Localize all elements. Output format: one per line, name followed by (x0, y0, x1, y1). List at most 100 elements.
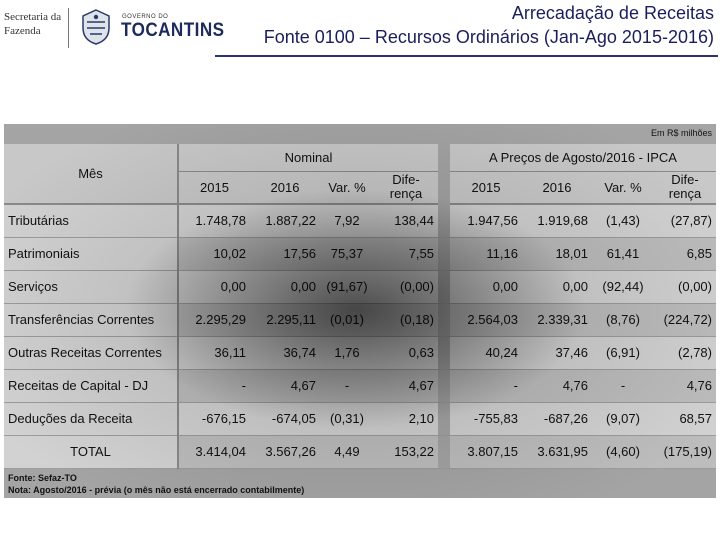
cell-r2016: 1.919,68 (522, 204, 592, 238)
cell-n2015: 1.748,78 (178, 204, 250, 238)
cell-r2015: 40,24 (450, 336, 522, 370)
row-label: Patrimoniais (4, 237, 179, 271)
secretaria-logo-text: Secretaria da Fazenda (4, 10, 61, 38)
cell-n2015: 36,11 (178, 336, 250, 370)
table-row: Serviços 0,00 0,00 (91,67) (0,00) 0,00 0,00 (92… (4, 270, 716, 304)
cell-rdif: (27,87) (654, 204, 716, 238)
cell-n2016: 36,74 (250, 336, 320, 370)
cell-ndif: (0,00) (374, 270, 438, 304)
cell-r2015: 11,16 (450, 237, 522, 271)
cell-r2016: 18,01 (522, 237, 592, 271)
cell-nvar: 75,37 (320, 237, 374, 271)
cell-r2015: 3.807,15 (450, 435, 522, 469)
cell-n2015: 10,02 (178, 237, 250, 271)
cell-r2015: 2.564,03 (450, 303, 522, 337)
header-ipca-2016: 2016 (522, 171, 592, 205)
cell-r2016: -687,26 (522, 402, 592, 436)
cell-ndif: 0,63 (374, 336, 438, 370)
cell-ndif: 7,55 (374, 237, 438, 271)
cell-ndif: (0,18) (374, 303, 438, 337)
cell-rvar: (1,43) (592, 204, 654, 238)
cell-nvar: 7,92 (320, 204, 374, 238)
cell-n2015: 0,00 (178, 270, 250, 304)
slide-title: Arrecadação de Receitas (511, 3, 714, 23)
cell-n2016: 17,56 (250, 237, 320, 271)
row-label: Deduções da Receita (4, 402, 179, 436)
tocantins-text: TOCANTINS (121, 20, 225, 41)
row-label: Receitas de Capital - DJ (4, 369, 179, 403)
column-gap (438, 270, 450, 304)
column-gap (438, 369, 450, 403)
cell-n2016: 1.887,22 (250, 204, 320, 238)
cell-nvar: (0,01) (320, 303, 374, 337)
table-row: TOTAL 3.414,04 3.567,26 4,49 153,22 3.807,15 3… (4, 435, 716, 469)
table-row: Transferências Correntes 2.295,29 2.295,11… (4, 303, 716, 337)
table-row: Receitas de Capital - DJ -4,67-4,67-4,76-… (4, 369, 716, 403)
logo-area: Secretaria da Fazenda GOVERNO DO TOCANTI… (2, 2, 224, 52)
group-header-row: Mês Nominal A Preços de Agosto/2016 - IP… (4, 144, 716, 205)
table-body: Tributárias 1.748,78 1.887,22 7,92 138,44 1.9… (4, 204, 716, 469)
cell-rdif: 6,85 (654, 237, 716, 271)
header-ipca-dif: Dife- rença (654, 171, 716, 205)
cell-rvar: (4,60) (592, 435, 654, 469)
header-nominal-2015: 2015 (178, 171, 250, 205)
cell-r2016: 0,00 (522, 270, 592, 304)
column-gap (438, 402, 450, 436)
cell-rdif: (224,72) (654, 303, 716, 337)
header-ipca-dif-line-1: Dife- (671, 172, 699, 188)
header-ipca: A Preços de Agosto/2016 - IPCA (450, 144, 716, 172)
revenue-table-panel: Mês Nominal A Preços de Agosto/2016 - IP… (4, 124, 716, 498)
cell-rdif: 68,57 (654, 402, 716, 436)
cell-r2015: 0,00 (450, 270, 522, 304)
cell-rdif: (2,78) (654, 336, 716, 370)
cell-nvar: 4,49 (320, 435, 374, 469)
cell-nvar: 1,76 (320, 336, 374, 370)
cell-nvar: (91,67) (320, 270, 374, 304)
row-label: Transferências Correntes (4, 303, 179, 337)
table-row: Patrimoniais 10,02 17,56 75,37 7,55 11,16 18,0… (4, 237, 716, 271)
cell-n2016: 0,00 (250, 270, 320, 304)
unit-row (4, 124, 716, 144)
cell-rvar: - (592, 369, 654, 403)
cell-rvar: 61,41 (592, 237, 654, 271)
header-nominal-var: Var. % (320, 171, 374, 205)
cell-n2015: - (178, 369, 250, 403)
governo-do-text: GOVERNO DO (122, 14, 169, 20)
table-row: Outras Receitas Correntes 36,11 36,74 1,76 0… (4, 336, 716, 370)
cell-ndif: 153,22 (374, 435, 438, 469)
row-label: Outras Receitas Correntes (4, 336, 179, 370)
column-gap (438, 237, 450, 271)
table-row: Deduções da Receita -676,15 -674,05 (0,31) 2… (4, 402, 716, 436)
header-mes: Mês (4, 144, 179, 205)
cell-rvar: (8,76) (592, 303, 654, 337)
unit-note: Em R$ milhões (650, 128, 712, 138)
cell-r2015: - (450, 369, 522, 403)
cell-r2016: 3.631,95 (522, 435, 592, 469)
row-label: TOTAL (4, 435, 179, 469)
state-seal-icon (82, 9, 110, 45)
header-nominal-dif-line-1: Dife- (392, 172, 420, 188)
cell-r2015: 1.947,56 (450, 204, 522, 238)
column-gap (438, 144, 450, 204)
header-nominal-2016: 2016 (250, 171, 320, 205)
logo-divider (68, 8, 69, 48)
header-ipca-2015: 2015 (450, 171, 522, 205)
slide-subtitle: Fonte 0100 – Recursos Ordinários (Jan-Ag… (263, 27, 714, 47)
column-gap (438, 303, 450, 337)
cell-rvar: (9,07) (592, 402, 654, 436)
source-note: Fonte: Sefaz-TO (8, 473, 77, 483)
cell-ndif: 4,67 (374, 369, 438, 403)
cell-r2016: 37,46 (522, 336, 592, 370)
secretaria-line-1: Secretaria da (4, 11, 62, 23)
cell-rdif: (175,19) (654, 435, 716, 469)
column-gap (438, 336, 450, 370)
cell-rdif: (0,00) (654, 270, 716, 304)
row-label: Serviços (4, 270, 179, 304)
column-gap (438, 204, 450, 238)
cell-r2015: -755,83 (450, 402, 522, 436)
revenue-table: Mês Nominal A Preços de Agosto/2016 - IP… (4, 124, 716, 469)
table-row: Tributárias 1.748,78 1.887,22 7,92 138,44 1.9… (4, 204, 716, 238)
cell-nvar: (0,31) (320, 402, 374, 436)
column-gap (438, 435, 450, 469)
cell-n2016: 4,67 (250, 369, 320, 403)
